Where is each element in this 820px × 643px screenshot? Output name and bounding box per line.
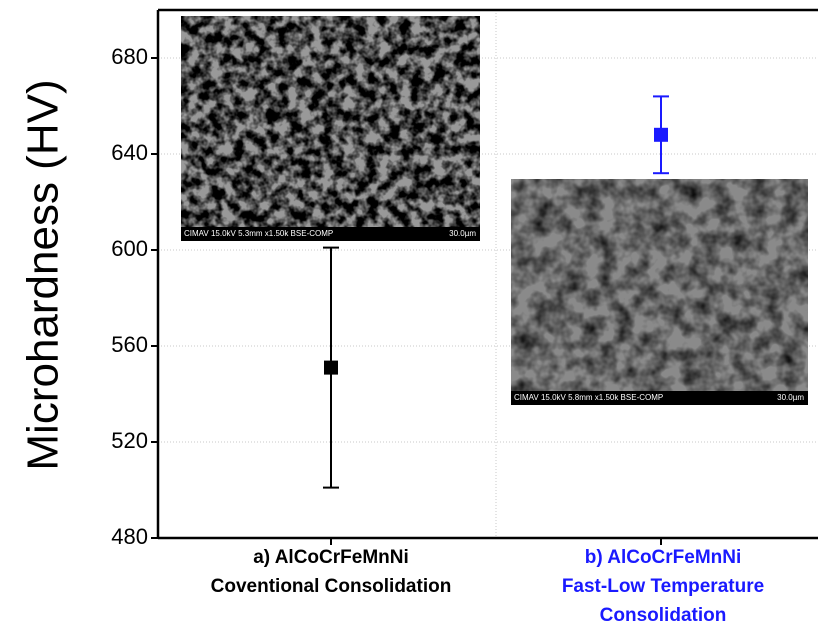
y-tick-label: 600 [111, 236, 148, 261]
x-tick-label: b) AlCoCrFeMnNi Fast-Low Temperature Conso… [562, 547, 764, 626]
inset-caption: CIMAV 15.0kV 5.3mm x1.50k BSE-COMP [184, 229, 333, 238]
y-tick-label: 560 [111, 332, 148, 357]
inset-caption: CIMAV 15.0kV 5.8mm x1.50k BSE-COMP [514, 393, 663, 402]
inset-scale: 30.0µm [777, 393, 804, 402]
inset-texture [511, 179, 808, 391]
marker [654, 127, 668, 142]
inset-texture [181, 16, 480, 227]
x-tick-label: a) AlCoCrFeMnNi Coventional Consolidation [211, 547, 452, 597]
inset-scale: 30.0µm [449, 229, 476, 238]
marker [324, 360, 338, 375]
y-tick-label: 520 [111, 428, 148, 453]
inset-caption-bar [181, 227, 480, 241]
y-tick-label: 640 [111, 140, 148, 165]
inset-caption-bar [511, 391, 808, 405]
y-axis-label: Microhardness (HV) [19, 79, 68, 470]
y-tick-label: 680 [111, 44, 148, 69]
y-tick-label: 480 [111, 524, 148, 549]
